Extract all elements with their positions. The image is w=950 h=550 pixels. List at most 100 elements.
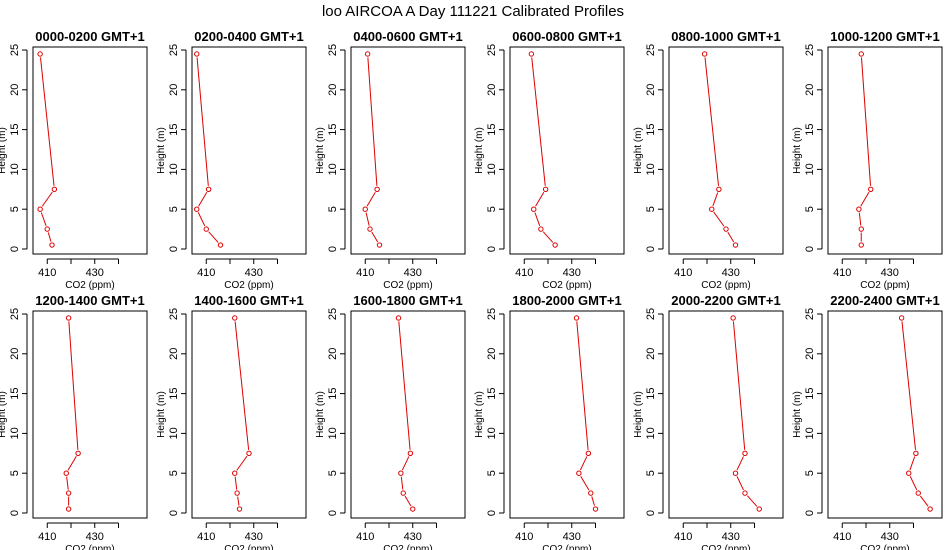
x-axis-label: CO2 (ppm)	[701, 280, 750, 291]
profile-line-segment	[736, 456, 744, 471]
profile-line-segment	[234, 476, 238, 490]
y-tick-label: 15	[327, 387, 339, 399]
profile-line-segment	[732, 321, 746, 450]
plot-frame	[191, 46, 307, 255]
x-tick-label: 430	[86, 531, 104, 543]
plot-frame	[32, 310, 148, 519]
x-tick-label: 410	[674, 267, 692, 279]
y-tick-label: 0	[168, 246, 180, 252]
y-tick-label: 25	[168, 44, 180, 56]
plot-frame	[668, 310, 784, 519]
data-point	[49, 242, 55, 248]
data-point	[203, 226, 209, 232]
y-tick-label: 20	[168, 84, 180, 96]
y-tick-label: 15	[168, 123, 180, 135]
profile-panel: 1200-1400 GMT+1 0 5 10 15 20 25 Height (m) 410 43…	[0, 293, 148, 550]
y-axis-label: Height (m)	[633, 391, 644, 438]
profile-line-segment	[366, 192, 376, 207]
profile-line-segment	[919, 495, 929, 507]
data-point	[65, 490, 72, 496]
plot-frame	[509, 310, 625, 519]
data-point	[538, 226, 544, 232]
y-axis-label: Height (m)	[792, 391, 803, 438]
profile-line-segment	[404, 495, 412, 507]
y-tick-label: 20	[804, 348, 816, 360]
plot-frame	[191, 310, 307, 519]
profile-line-segment	[909, 456, 916, 471]
profile-line-segment	[712, 192, 719, 207]
y-tick-label: 10	[486, 427, 498, 439]
profile-line-segment	[400, 476, 404, 490]
x-tick-label: 410	[515, 531, 533, 543]
data-point	[51, 186, 58, 193]
plot-frame	[509, 46, 625, 255]
y-tick-label: 10	[168, 163, 180, 175]
data-point	[701, 51, 708, 57]
profile-line-segment	[591, 496, 595, 506]
y-axis-label: Height (m)	[156, 127, 167, 174]
data-point	[588, 490, 594, 496]
profile-line-segment	[727, 231, 735, 243]
profile-line-segment	[542, 231, 554, 243]
y-tick-label: 5	[486, 470, 498, 476]
y-tick-label: 10	[645, 163, 657, 175]
data-point	[730, 315, 736, 321]
profile-line-segment	[535, 192, 545, 207]
plot-frame	[668, 46, 784, 255]
x-tick-label: 430	[881, 531, 899, 543]
x-tick-label: 430	[404, 531, 422, 543]
data-point	[410, 506, 416, 512]
profile-line-segment	[901, 321, 917, 450]
data-point	[217, 242, 224, 248]
y-tick-label: 0	[327, 246, 339, 252]
panel-title: 0200-0400 GMT+1	[194, 29, 303, 44]
panel-grid: 0000-0200 GMT+1 0 5 10 15 20 25 Height (m) 410 43…	[0, 29, 943, 550]
data-point	[37, 51, 43, 57]
y-tick-label: 15	[9, 387, 21, 399]
y-tick-label: 15	[486, 387, 498, 399]
data-point	[858, 51, 864, 57]
plot-frame	[350, 46, 466, 255]
data-point	[856, 206, 862, 212]
profile-line-segment	[860, 192, 870, 207]
x-tick-label: 430	[245, 267, 263, 279]
profile-line-segment	[858, 212, 862, 226]
y-tick-label: 15	[645, 123, 657, 135]
profile-line-segment	[365, 212, 370, 226]
y-tick-label: 15	[645, 387, 657, 399]
data-point	[75, 450, 81, 456]
y-axis-label: Height (m)	[315, 391, 326, 438]
profile-panel: 0000-0200 GMT+1 0 5 10 15 20 25 Height (m) 410 43…	[0, 29, 148, 291]
panel-title: 1000-1200 GMT+1	[830, 29, 939, 44]
profile-panel: 0400-0600 GMT+1 0 5 10 15 20 25 Height (m) 410 43…	[315, 29, 466, 291]
y-axis-label: Height (m)	[633, 127, 644, 174]
main-title: loo AIRCOA A Day 111221 Calibrated Profi…	[322, 3, 624, 20]
x-axis-label: CO2 (ppm)	[701, 544, 750, 550]
y-tick-label: 5	[486, 206, 498, 212]
profile-line-segment	[196, 57, 209, 186]
data-point	[858, 226, 864, 232]
profile-panel: 2200-2400 GMT+1 0 5 10 15 20 25 Height (m) 410 43…	[792, 293, 943, 550]
y-tick-label: 25	[486, 308, 498, 320]
y-tick-label: 5	[9, 470, 21, 476]
x-tick-label: 410	[833, 267, 851, 279]
x-tick-label: 430	[404, 267, 422, 279]
x-tick-label: 410	[38, 267, 56, 279]
x-axis-label: CO2 (ppm)	[542, 280, 591, 291]
data-point	[756, 506, 762, 512]
data-point	[898, 315, 905, 321]
y-tick-label: 5	[327, 470, 339, 476]
x-tick-label: 430	[563, 267, 581, 279]
data-point	[732, 242, 739, 248]
y-tick-label: 15	[327, 123, 339, 135]
x-tick-label: 410	[38, 531, 56, 543]
plot-frame	[827, 46, 943, 255]
data-point	[234, 490, 240, 496]
y-axis-label: Height (m)	[474, 127, 485, 174]
y-axis-label: Height (m)	[0, 391, 8, 438]
x-tick-label: 430	[86, 267, 104, 279]
y-tick-label: 0	[168, 510, 180, 516]
y-tick-label: 10	[168, 427, 180, 439]
data-point	[246, 450, 252, 456]
data-point	[205, 186, 212, 193]
